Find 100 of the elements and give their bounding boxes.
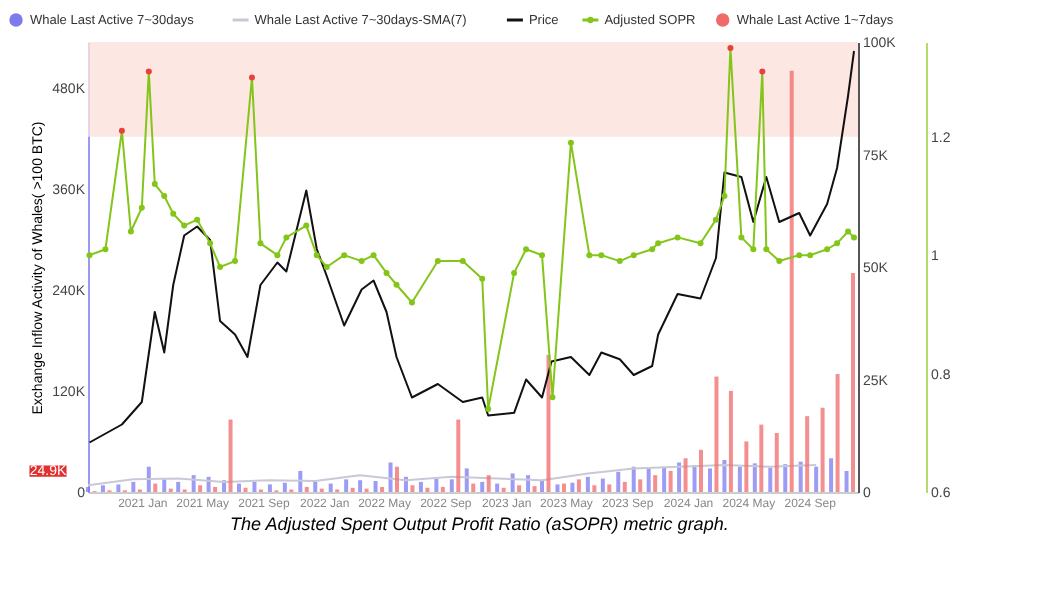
point — [796, 252, 803, 259]
point — [511, 269, 518, 276]
bar — [774, 433, 779, 492]
line-series — [87, 464, 818, 487]
bar — [440, 486, 445, 492]
bar — [471, 483, 476, 492]
bar — [662, 466, 667, 492]
bar — [146, 466, 151, 492]
point — [102, 246, 109, 253]
bar — [692, 465, 697, 492]
bar — [576, 479, 581, 492]
bar — [600, 478, 605, 492]
point — [738, 234, 745, 241]
point — [727, 44, 734, 51]
bar — [313, 481, 318, 492]
point — [485, 406, 492, 413]
bar — [198, 485, 203, 492]
point — [370, 252, 377, 259]
point — [138, 204, 145, 211]
point — [358, 258, 365, 265]
bar — [783, 464, 788, 492]
point — [257, 240, 264, 247]
bar — [714, 376, 719, 492]
point — [181, 222, 188, 229]
point — [408, 299, 415, 306]
bar — [805, 416, 810, 492]
point — [232, 258, 239, 265]
bar — [829, 458, 834, 492]
bar — [418, 481, 423, 492]
point — [763, 246, 770, 253]
bar — [744, 441, 749, 492]
bar — [540, 480, 545, 492]
bar — [237, 483, 242, 492]
bar — [798, 461, 803, 492]
point — [341, 252, 348, 259]
bar — [722, 459, 727, 492]
bar — [162, 479, 167, 492]
bar — [480, 481, 485, 492]
bar — [176, 481, 181, 492]
point — [712, 216, 719, 223]
point — [851, 234, 858, 241]
bar — [851, 272, 856, 492]
bar — [616, 471, 621, 492]
bar — [622, 481, 627, 492]
bar — [561, 483, 566, 492]
point — [248, 74, 255, 81]
bar — [653, 475, 658, 492]
bar — [532, 486, 537, 492]
point — [86, 252, 93, 259]
point — [674, 234, 681, 241]
point — [145, 68, 152, 75]
bar — [495, 483, 500, 492]
point — [479, 275, 486, 282]
point — [523, 246, 530, 253]
bar — [699, 449, 704, 492]
point — [207, 240, 214, 247]
point — [283, 234, 290, 241]
bar — [570, 482, 575, 492]
bar — [683, 458, 688, 492]
bar — [434, 478, 439, 492]
bar — [388, 462, 393, 492]
bar — [304, 486, 309, 492]
point — [194, 216, 201, 223]
bar — [116, 484, 121, 492]
bar — [86, 486, 90, 492]
point — [567, 139, 574, 146]
bar — [768, 467, 773, 492]
bar — [638, 479, 643, 492]
point — [834, 240, 841, 247]
bar — [228, 419, 233, 492]
point — [118, 127, 125, 134]
bar — [456, 419, 461, 492]
text: The Adjusted Spent Output Profit Ratio (aSOPR) metric graph. — [230, 514, 729, 534]
bar — [449, 479, 454, 492]
bar — [464, 468, 469, 492]
bar — [820, 407, 825, 492]
bar — [358, 480, 363, 492]
bar — [153, 483, 158, 492]
bar — [517, 485, 522, 492]
bar — [344, 479, 349, 492]
point — [161, 192, 168, 199]
point — [393, 281, 400, 288]
point — [127, 228, 134, 235]
point — [824, 246, 831, 253]
bar — [131, 481, 136, 492]
point — [598, 252, 605, 259]
point — [323, 264, 330, 270]
point — [759, 68, 766, 75]
point — [434, 258, 441, 265]
bar — [759, 424, 764, 492]
bar — [213, 486, 218, 492]
point — [303, 222, 310, 229]
point — [586, 252, 593, 259]
bar — [646, 468, 651, 492]
point — [776, 258, 783, 265]
point — [274, 252, 281, 259]
point — [630, 252, 637, 259]
bar — [282, 482, 287, 492]
point — [807, 252, 814, 259]
bar — [707, 468, 712, 492]
